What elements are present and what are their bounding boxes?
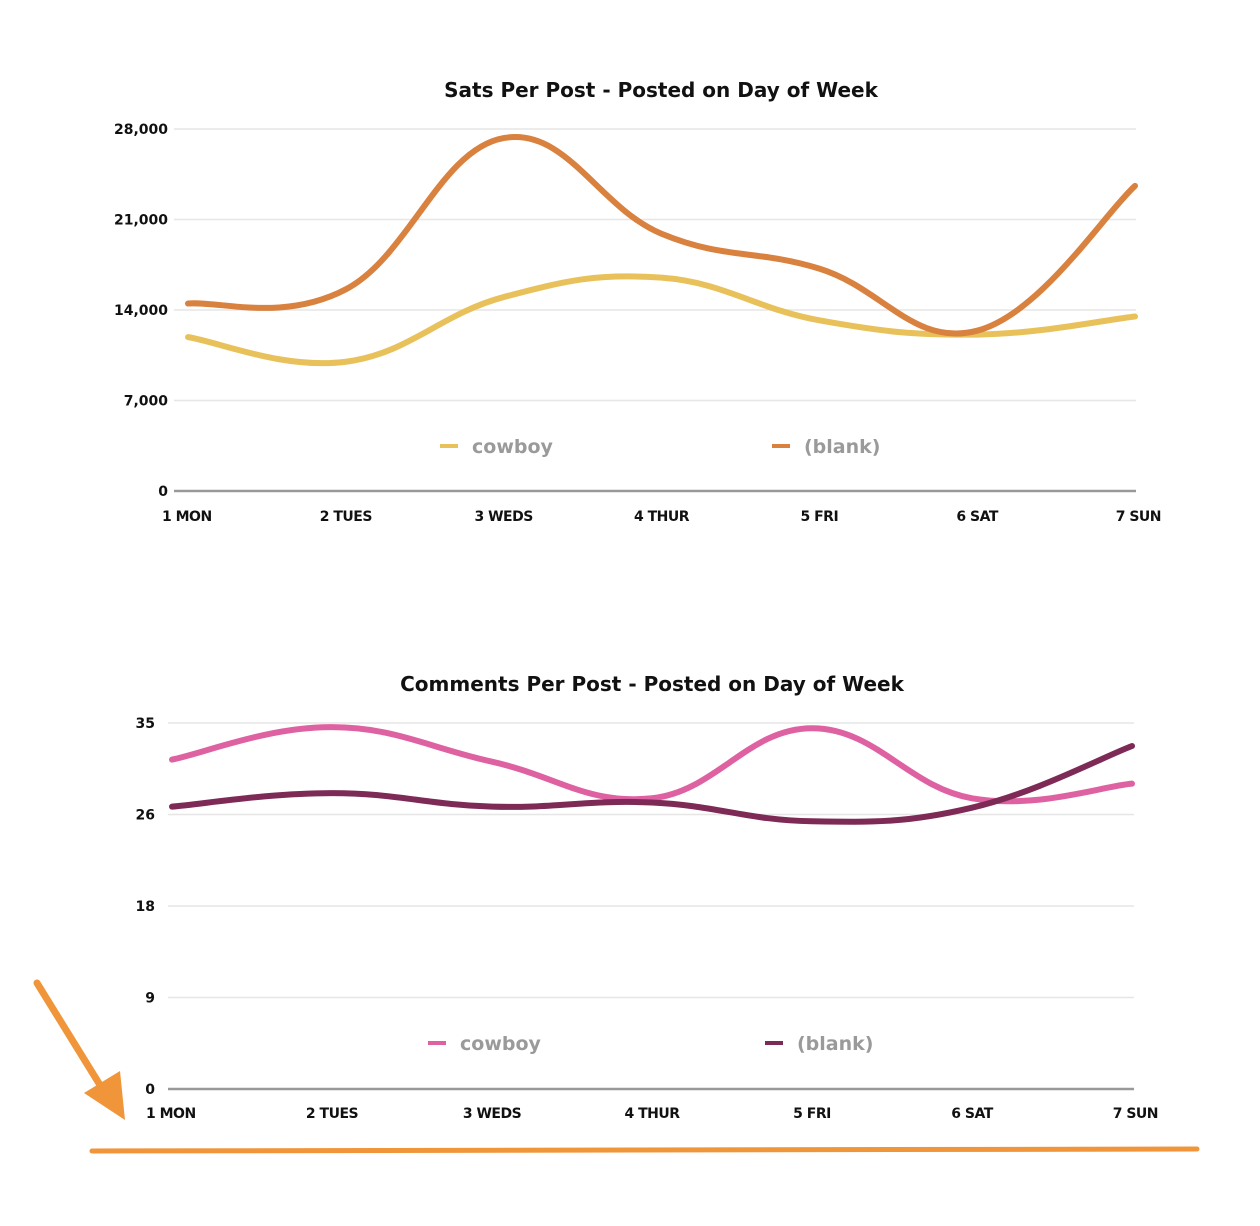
x-tick-label: 2 TUES	[306, 1106, 359, 1122]
y-tick-label: 18	[136, 899, 155, 915]
chart-1: Sats Per Post - Posted on Day of Week 0 7,…	[114, 78, 1162, 525]
legend-label: (blank)	[804, 436, 880, 458]
x-tick-label: 1 MON	[146, 1106, 196, 1122]
y-tick-label: 21,000	[114, 213, 168, 229]
highlight-underline	[89, 1146, 1200, 1154]
x-tick-label: 6 SAT	[951, 1106, 993, 1122]
series-line-blank	[185, 134, 1138, 337]
y-tick-label: 14,000	[114, 303, 168, 319]
chart-title: Sats Per Post - Posted on Day of Week	[444, 78, 878, 102]
series-line-cowboy	[169, 724, 1135, 805]
y-tick-label: 9	[145, 991, 155, 1007]
x-tick-label: 3 WEDS	[463, 1106, 522, 1122]
x-tick-label: 4 THUR	[634, 509, 690, 525]
x-tick-label: 5 FRI	[793, 1106, 831, 1122]
x-tick-label: 7 SUN	[1116, 509, 1161, 525]
legend-item-cowboy[interactable]: cowboy	[440, 436, 554, 458]
legend-label: cowboy	[472, 436, 554, 458]
legend-item-blank[interactable]: (blank)	[772, 436, 880, 458]
x-tick-label: 4 THUR	[624, 1106, 680, 1122]
y-tick-label: 35	[136, 716, 155, 732]
arrow-head-icon	[84, 1071, 125, 1120]
series-line-cowboy	[185, 273, 1138, 367]
x-tick-label: 5 FRI	[800, 509, 838, 525]
legend-label: (blank)	[797, 1033, 873, 1055]
series-line-blank	[169, 743, 1135, 825]
x-tick-label: 7 SUN	[1113, 1106, 1158, 1122]
annotation	[33, 979, 1200, 1154]
legend-label: cowboy	[460, 1033, 542, 1055]
x-tick-label: 1 MON	[162, 509, 212, 525]
x-tick-label: 2 TUES	[320, 509, 373, 525]
chart-2: Comments Per Post - Posted on Day of Wee…	[136, 672, 1159, 1122]
y-tick-label: 7,000	[124, 394, 169, 410]
y-tick-label: 0	[158, 484, 168, 500]
x-tick-label: 6 SAT	[956, 509, 998, 525]
y-tick-label: 26	[136, 808, 155, 824]
x-tick-label: 3 WEDS	[475, 509, 534, 525]
y-tick-label: 28,000	[114, 122, 168, 138]
legend-item-blank[interactable]: (blank)	[765, 1033, 873, 1055]
legend-item-cowboy[interactable]: cowboy	[428, 1033, 542, 1055]
y-tick-label: 0	[145, 1082, 155, 1098]
chart-title: Comments Per Post - Posted on Day of Wee…	[400, 672, 904, 696]
arrow-shaft	[33, 979, 112, 1102]
